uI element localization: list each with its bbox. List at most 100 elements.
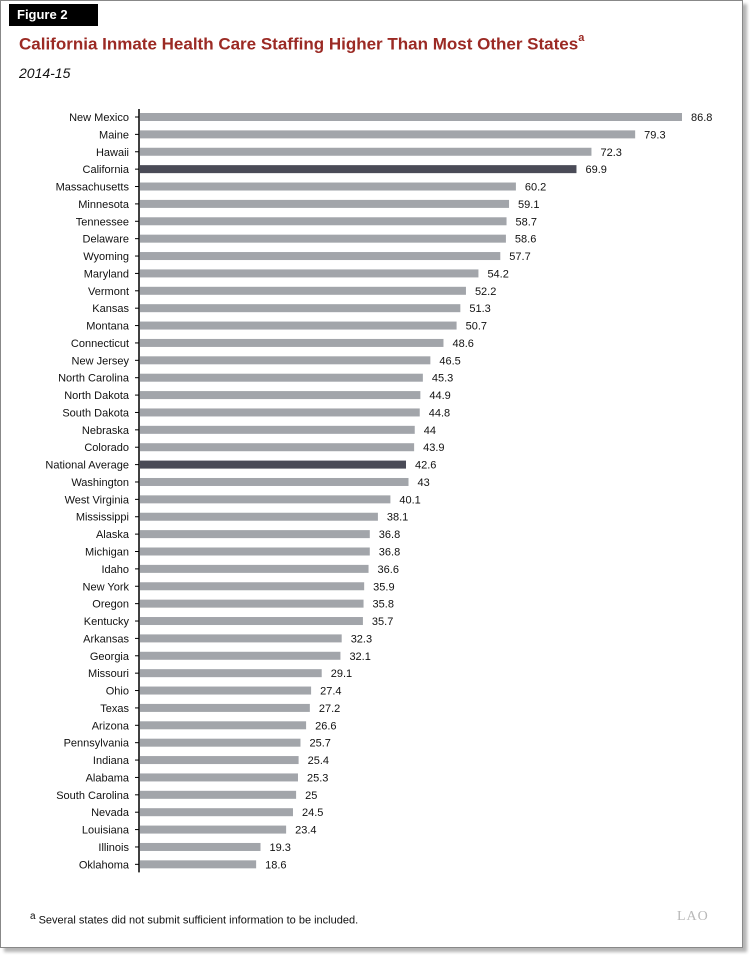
bar-california [140, 165, 577, 174]
bar-wyoming [140, 252, 501, 261]
lao-logo: LAO [677, 909, 709, 924]
category-label-indiana: Indiana [93, 755, 130, 767]
bar-nebraska [140, 425, 415, 434]
category-label-hawaii: Hawaii [96, 147, 129, 159]
bar-colorado [140, 443, 415, 452]
category-label-montana: Montana [86, 321, 130, 333]
value-label-kentucky: 35.7 [372, 616, 393, 628]
value-label-arizona: 26.6 [315, 720, 336, 732]
bar-montana [140, 321, 457, 330]
value-label-texas: 27.2 [319, 703, 340, 715]
category-label-maine: Maine [99, 129, 129, 141]
category-label-new-york: New York [83, 581, 130, 593]
category-label-national-average: National Average [45, 460, 129, 472]
value-label-louisiana: 23.4 [295, 825, 316, 837]
bar-kansas [140, 304, 461, 313]
bar-new-york [140, 582, 365, 591]
category-label-tennessee: Tennessee [76, 216, 129, 228]
category-label-alabama: Alabama [86, 772, 130, 784]
bar-michigan [140, 547, 370, 556]
category-label-nevada: Nevada [91, 807, 130, 819]
bar-washington [140, 477, 409, 486]
bar-illinois [140, 842, 261, 851]
category-label-kansas: Kansas [92, 303, 129, 315]
bar-south-carolina [140, 790, 297, 799]
bar-maryland [140, 269, 479, 278]
category-label-south-dakota: South Dakota [62, 407, 130, 419]
value-label-tennessee: 58.7 [516, 216, 537, 228]
value-label-indiana: 25.4 [308, 755, 329, 767]
value-label-north-carolina: 45.3 [432, 373, 453, 385]
category-label-nebraska: Nebraska [82, 425, 130, 437]
category-label-north-dakota: North Dakota [64, 390, 130, 402]
category-label-massachusetts: Massachusetts [56, 182, 130, 194]
value-label-minnesota: 59.1 [518, 199, 539, 211]
bar-pennsylvania [140, 738, 301, 747]
value-label-arkansas: 32.3 [351, 633, 372, 645]
bar-ohio [140, 686, 312, 695]
value-label-montana: 50.7 [466, 321, 487, 333]
bar-west-virginia [140, 495, 391, 504]
category-label-new-mexico: New Mexico [69, 112, 129, 124]
value-label-michigan: 36.8 [379, 547, 400, 559]
category-label-maryland: Maryland [84, 268, 129, 280]
value-label-west-virginia: 40.1 [399, 494, 420, 506]
category-label-arizona: Arizona [92, 720, 130, 732]
value-label-delaware: 58.6 [515, 234, 536, 246]
category-label-pennsylvania: Pennsylvania [64, 738, 130, 750]
value-label-ohio: 27.4 [320, 686, 341, 698]
category-label-kentucky: Kentucky [84, 616, 130, 628]
bar-vermont [140, 286, 466, 295]
figure-label: Figure 2 [9, 4, 98, 26]
value-label-oklahoma: 18.6 [265, 859, 286, 871]
bar-texas [140, 703, 310, 712]
category-label-arkansas: Arkansas [83, 633, 129, 645]
footnote-text: Several states did not submit sufficient… [38, 914, 359, 927]
category-label-delaware: Delaware [83, 234, 129, 246]
value-label-mississippi: 38.1 [387, 512, 408, 524]
chart-title-text: California Inmate Health Care Staffing H… [19, 34, 579, 54]
bar-alaska [140, 530, 370, 539]
category-label-west-virginia: West Virginia [65, 494, 130, 506]
bar-louisiana [140, 825, 287, 834]
category-label-missouri: Missouri [88, 668, 129, 680]
bar-minnesota [140, 199, 510, 208]
chart-title: California Inmate Health Care Staffing H… [19, 32, 585, 55]
value-label-wyoming: 57.7 [509, 251, 530, 263]
category-label-connecticut: Connecticut [71, 338, 129, 350]
value-label-california: 69.9 [585, 164, 606, 176]
title-footnote-marker: a [578, 32, 585, 44]
bar-arkansas [140, 634, 342, 643]
footnote-marker: a [30, 911, 36, 922]
bar-north-dakota [140, 391, 421, 400]
category-label-new-jersey: New Jersey [72, 355, 130, 367]
category-label-wyoming: Wyoming [83, 251, 129, 263]
value-label-hawaii: 72.3 [600, 147, 621, 159]
bar-new-mexico [140, 113, 682, 121]
value-label-alabama: 25.3 [307, 772, 328, 784]
bar-nevada [140, 808, 293, 817]
value-label-south-carolina: 25 [305, 790, 317, 802]
bar-tennessee [140, 217, 507, 226]
bar-chart: New Mexico 86.8 Maine 79.3 Hawaii 72.3 Califor… [45, 109, 712, 873]
category-label-mississippi: Mississippi [76, 512, 129, 524]
bar-arizona [140, 721, 307, 730]
category-label-idaho: Idaho [101, 564, 129, 576]
category-label-washington: Washington [71, 477, 129, 489]
value-label-new-york: 35.9 [373, 581, 394, 593]
bar-georgia [140, 651, 341, 660]
category-label-georgia: Georgia [90, 651, 130, 663]
category-label-oklahoma: Oklahoma [79, 859, 130, 871]
value-label-national-average: 42.6 [415, 460, 436, 472]
bar-new-jersey [140, 356, 431, 365]
bar-missouri [140, 669, 322, 678]
category-label-california: California [83, 164, 130, 176]
category-label-alaska: Alaska [96, 529, 130, 541]
value-label-connecticut: 48.6 [452, 338, 473, 350]
category-label-south-carolina: South Carolina [56, 790, 130, 802]
value-label-colorado: 43.9 [423, 442, 444, 454]
bar-indiana [140, 756, 299, 765]
category-label-oregon: Oregon [92, 599, 129, 611]
value-label-idaho: 36.6 [378, 564, 399, 576]
